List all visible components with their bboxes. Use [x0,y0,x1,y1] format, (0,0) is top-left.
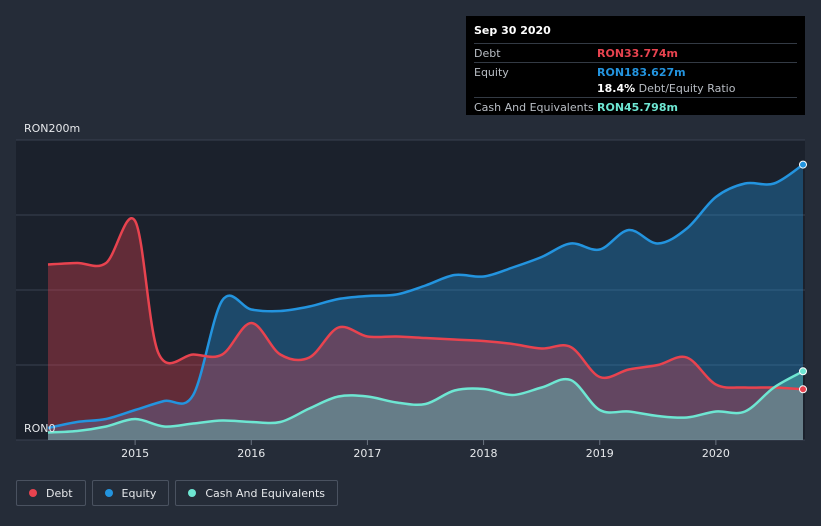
endpoint-debt [799,385,807,394]
endpoint-equity [799,160,807,169]
legend-equity-label: Equity [121,486,157,500]
tooltip-row-debt: Debt RON33.774m [474,43,797,62]
x-tick-label: 2016 [237,447,266,460]
tooltip-row-ratio: 18.4% Debt/Equity Ratio [474,81,797,97]
legend-item-equity[interactable]: Equity [91,480,170,506]
tooltip-row-equity: Equity RON183.627m [474,62,797,81]
legend-item-debt[interactable]: Debt [16,480,86,506]
tooltip-debt-label: Debt [474,47,501,60]
legend-cash-dot-icon [188,489,197,497]
area-debt [48,218,803,440]
y-axis-min-label: RON0 [24,422,56,435]
tooltip-date: Sep 30 2020 [474,24,551,37]
legend-item-cash[interactable]: Cash And Equivalents [175,480,338,506]
line-debt [47,217,804,391]
line-equity [47,163,804,430]
x-tick-label: 2019 [585,447,614,460]
legend-cash-label: Cash And Equivalents [205,486,325,500]
tooltip-cash-label: Cash And Equivalents [474,101,594,114]
legend-debt-dot-icon [29,489,37,497]
chart-legend: Debt Equity Cash And Equivalents [16,480,338,506]
tooltip-equity-value: RON183.627m [597,66,686,79]
tooltip-panel: Sep 30 2020 Debt RON33.774m Equity RON18… [466,16,805,115]
x-tick-label: 2020 [701,447,730,460]
legend-debt-label: Debt [46,486,73,500]
tooltip-equity-label: Equity [474,66,509,79]
tooltip-row-cash: Cash And Equivalents RON45.798m [474,97,797,116]
tooltip-ratio-label: Debt/Equity Ratio [638,82,736,95]
area-equity [48,164,803,440]
series-endpoints [799,160,807,394]
legend-equity-dot-icon [104,489,113,497]
tooltip-cash-value: RON45.798m [597,101,678,114]
x-tick-label: 2017 [353,447,382,460]
tooltip-ratio-value: 18.4% [597,82,636,95]
x-tick-label: 2018 [469,447,498,460]
y-axis-max-label: RON200m [24,122,81,135]
series-areas [48,164,803,440]
x-tick-label: 2015 [121,447,150,460]
series-lines [47,163,804,434]
tooltip-debt-value: RON33.774m [597,47,678,60]
area-cash [48,371,803,440]
line-cash [47,370,804,434]
endpoint-cash [799,367,807,376]
